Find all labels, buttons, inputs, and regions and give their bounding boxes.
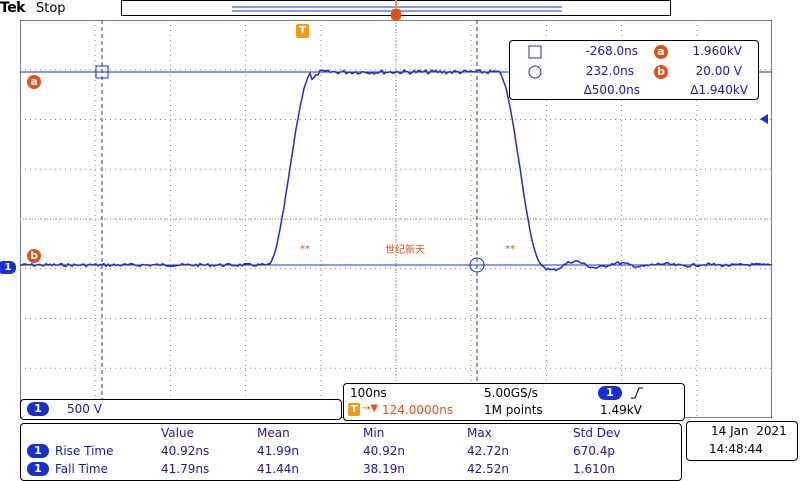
horizontal-position: 124.0000ns bbox=[382, 403, 454, 417]
fall-mean: 41.44n bbox=[257, 462, 299, 476]
rise-mean: 41.99n bbox=[257, 444, 299, 458]
cursor-readout-panel: -268.0ns a 1.960kV 232.0ns b 20.00 V Δ50… bbox=[509, 40, 759, 100]
fall-channel-badge: 1 bbox=[27, 462, 49, 476]
rising-edge-icon bbox=[631, 387, 643, 399]
cursor-a-marker[interactable]: a bbox=[27, 75, 41, 89]
datetime-panel: 14 Jan 2021 14:48:44 bbox=[686, 421, 798, 461]
rise-value: 40.92ns bbox=[161, 444, 210, 458]
rise-std: 670.4p bbox=[573, 444, 615, 458]
measurements-panel: Value Mean Min Max Std Dev 1 Rise Time 4… bbox=[20, 423, 682, 481]
col-max: Max bbox=[467, 426, 492, 440]
rise-min: 40.92n bbox=[363, 444, 405, 458]
acquisition-state: Stop bbox=[36, 1, 66, 16]
trigger-channel-badge: 1 bbox=[598, 386, 622, 400]
horizontal-scale: 100ns bbox=[350, 386, 387, 400]
cursor-b-marker[interactable]: b bbox=[27, 249, 41, 263]
channel-1-scale: 500 V bbox=[67, 402, 102, 416]
cursor-circle-icon bbox=[528, 65, 542, 79]
cursor-circle-handle[interactable] bbox=[469, 257, 485, 273]
channel-scale-panel[interactable]: 1 500 V bbox=[20, 399, 342, 420]
trigger-position-icon[interactable] bbox=[389, 0, 403, 22]
channel-1-trace bbox=[20, 69, 772, 272]
channel-1-badge: 1 bbox=[27, 402, 49, 416]
channel-1-ground-marker[interactable]: 1 bbox=[0, 261, 16, 274]
trigger-level-icon[interactable] bbox=[760, 113, 772, 125]
cursor-va: 1.960kV bbox=[692, 44, 742, 58]
trigger-flag-icon[interactable]: T bbox=[296, 24, 309, 38]
fall-min: 38.19n bbox=[363, 462, 405, 476]
col-value: Value bbox=[161, 426, 194, 440]
record-length: 1M points bbox=[484, 403, 543, 417]
cursor-t1: -268.0ns bbox=[585, 44, 638, 58]
sample-rate: 5.00GS/s bbox=[484, 386, 538, 400]
rise-max: 42.72n bbox=[467, 444, 509, 458]
rise-time-label: Rise Time bbox=[55, 444, 114, 458]
brand-logo: Tek bbox=[0, 0, 26, 16]
col-min: Min bbox=[363, 426, 385, 440]
cursor-dt: Δ500.0ns bbox=[583, 83, 640, 97]
trigger-level: 1.49kV bbox=[600, 403, 642, 417]
watermark: 世纪新天 bbox=[385, 243, 425, 256]
fall-value: 41.79ns bbox=[161, 462, 210, 476]
cursor-a-icon: a bbox=[654, 45, 668, 59]
rise-channel-badge: 1 bbox=[27, 444, 49, 458]
cursor-vb: 20.00 V bbox=[695, 64, 742, 78]
fall-time-label: Fall Time bbox=[55, 462, 109, 476]
marker-right: ** bbox=[505, 244, 515, 255]
graticule bbox=[20, 20, 772, 418]
timebase-panel[interactable]: 100ns 5.00GS/s 1 T →▼ 124.0000ns 1M poin… bbox=[343, 383, 685, 421]
date-display: 14 Jan 2021 bbox=[711, 424, 787, 438]
time-display: 14:48:44 bbox=[709, 442, 763, 456]
col-mean: Mean bbox=[257, 426, 290, 440]
cursor-t2: 232.0ns bbox=[585, 64, 634, 78]
cursor-b-icon: b bbox=[654, 65, 668, 79]
cursor-square-icon bbox=[528, 45, 542, 59]
marker-left: ** bbox=[300, 244, 310, 255]
fall-std: 1.610n bbox=[573, 462, 615, 476]
arrow-right-icon: →▼ bbox=[362, 403, 379, 414]
cursor-dv: Δ1.940kV bbox=[690, 83, 748, 97]
fall-max: 42.52n bbox=[467, 462, 509, 476]
cursor-square-handle[interactable] bbox=[95, 65, 109, 79]
trigger-position-badge: T bbox=[348, 403, 360, 416]
col-std-dev: Std Dev bbox=[573, 426, 621, 440]
